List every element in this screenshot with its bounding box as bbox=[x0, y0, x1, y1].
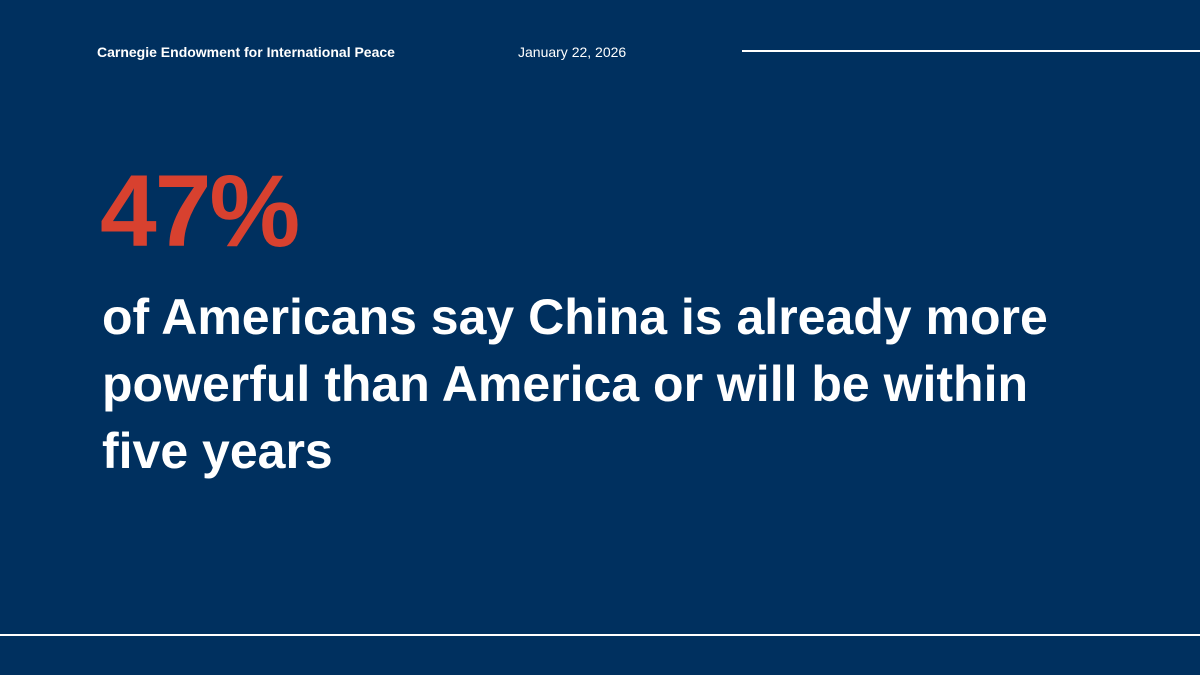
date: January 22, 2026 bbox=[518, 44, 627, 60]
stat-value: 47% bbox=[100, 154, 300, 268]
organization: Carnegie Endowment for International Pea… bbox=[97, 44, 395, 60]
divider bbox=[0, 634, 1200, 636]
divider bbox=[742, 50, 1200, 52]
stat-text: of Americans say China is already more p… bbox=[102, 289, 1048, 479]
